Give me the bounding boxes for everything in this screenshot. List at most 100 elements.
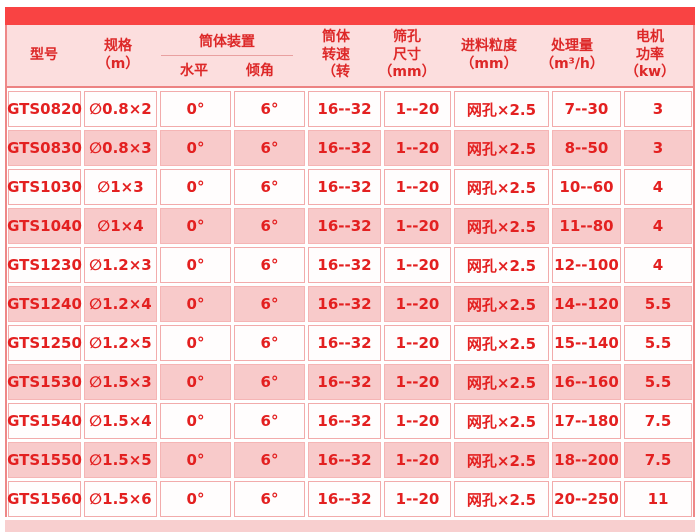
table-row: GTS1250 ∅1.2×5 0° 6° 16--32 1--20 网孔×2.5…	[7, 325, 692, 361]
cell-spec: ∅1.5×3	[84, 364, 157, 400]
cell-horizontal: 0°	[160, 286, 231, 322]
col-header-model: 型号	[30, 46, 58, 63]
col-header-feed-size: 进料粒度 （mm）	[460, 38, 518, 72]
cell-horizontal: 0°	[160, 208, 231, 244]
cell-model: GTS1530	[7, 364, 82, 400]
cell-feed-size: 网孔×2.5	[454, 325, 549, 361]
cell-capacity: 14--120	[552, 286, 621, 322]
cell-horizontal: 0°	[160, 325, 231, 361]
cell-capacity: 16--160	[552, 364, 621, 400]
cell-speed: 16--32	[308, 403, 381, 439]
table-row: GTS1040 ∅1×4 0° 6° 16--32 1--20 网孔×2.5 1…	[7, 208, 692, 244]
cell-speed: 16--32	[308, 169, 381, 205]
cell-power: 7.5	[624, 403, 692, 439]
table-row: GTS0820 ∅0.8×2 0° 6° 16--32 1--20 网孔×2.5…	[7, 91, 692, 127]
cell-hole-size: 1--20	[384, 442, 451, 478]
cell-hole-size: 1--20	[384, 130, 451, 166]
cell-incline: 6°	[234, 364, 305, 400]
cell-model: GTS1040	[7, 208, 82, 244]
cell-capacity: 20--250	[552, 481, 621, 517]
cell-model: GTS1240	[7, 286, 82, 322]
cell-hole-size: 1--20	[384, 286, 451, 322]
cell-incline: 6°	[234, 91, 305, 127]
cell-hole-size: 1--20	[384, 169, 451, 205]
col-header-speed: 筒体 转速 （转	[322, 29, 350, 81]
cell-model: GTS0830	[7, 130, 82, 166]
spec-table-panel: 型号 规格 （m） 筒体装置 水平 倾角 筒体 转速 （转 筛孔 尺寸 （mm）…	[5, 7, 695, 532]
cell-speed: 16--32	[308, 286, 381, 322]
col-header-horizontal: 水平	[180, 63, 208, 79]
cell-capacity: 11--80	[552, 208, 621, 244]
cell-capacity: 18--200	[552, 442, 621, 478]
cell-incline: 6°	[234, 208, 305, 244]
cell-feed-size: 网孔×2.5	[454, 481, 549, 517]
cell-speed: 16--32	[308, 91, 381, 127]
cell-incline: 6°	[234, 169, 305, 205]
cell-incline: 6°	[234, 325, 305, 361]
cell-feed-size: 网孔×2.5	[454, 91, 549, 127]
table-row: GTS1240 ∅1.2×4 0° 6° 16--32 1--20 网孔×2.5…	[7, 286, 692, 322]
cell-feed-size: 网孔×2.5	[454, 169, 549, 205]
cell-feed-size: 网孔×2.5	[454, 208, 549, 244]
cell-model: GTS1550	[7, 442, 82, 478]
cell-feed-size: 网孔×2.5	[454, 442, 549, 478]
cell-power: 7.5	[624, 442, 692, 478]
cell-feed-size: 网孔×2.5	[454, 130, 549, 166]
cell-hole-size: 1--20	[384, 364, 451, 400]
cell-model: GTS1540	[7, 403, 82, 439]
cell-incline: 6°	[234, 403, 305, 439]
drum-device-subheaders: 水平 倾角	[161, 56, 293, 80]
cell-incline: 6°	[234, 130, 305, 166]
cell-power: 4	[624, 169, 692, 205]
cell-speed: 16--32	[308, 481, 381, 517]
cell-capacity: 12--100	[552, 247, 621, 283]
cell-spec: ∅1.2×5	[84, 325, 157, 361]
table-row: GTS1030 ∅1×3 0° 6° 16--32 1--20 网孔×2.5 1…	[7, 169, 692, 205]
cell-model: GTS1560	[7, 481, 82, 517]
col-header-drum-device: 筒体装置	[161, 31, 293, 56]
cell-power: 11	[624, 481, 692, 517]
cell-speed: 16--32	[308, 208, 381, 244]
cell-model: GTS1250	[7, 325, 82, 361]
table-row: GTS1230 ∅1.2×3 0° 6° 16--32 1--20 网孔×2.5…	[7, 247, 692, 283]
cell-incline: 6°	[234, 481, 305, 517]
cell-spec: ∅1×3	[84, 169, 157, 205]
col-header-hole-size: 筛孔 尺寸 （mm）	[378, 29, 436, 81]
cell-capacity: 10--60	[552, 169, 621, 205]
cell-speed: 16--32	[308, 442, 381, 478]
cell-hole-size: 1--20	[384, 91, 451, 127]
cell-model: GTS0820	[7, 91, 82, 127]
cell-model: GTS1030	[7, 169, 82, 205]
col-header-capacity: 处理量 （m³/h）	[540, 38, 604, 72]
col-header-incline: 倾角	[246, 63, 274, 79]
cell-hole-size: 1--20	[384, 403, 451, 439]
table-row: GTS1560 ∅1.5×6 0° 6° 16--32 1--20 网孔×2.5…	[7, 481, 692, 517]
cell-horizontal: 0°	[160, 247, 231, 283]
cell-spec: ∅1×4	[84, 208, 157, 244]
table-row: GTS1550 ∅1.5×5 0° 6° 16--32 1--20 网孔×2.5…	[7, 442, 692, 478]
cell-hole-size: 1--20	[384, 481, 451, 517]
cell-capacity: 8--50	[552, 130, 621, 166]
cell-capacity: 15--140	[552, 325, 621, 361]
cell-horizontal: 0°	[160, 130, 231, 166]
cell-feed-size: 网孔×2.5	[454, 403, 549, 439]
cell-incline: 6°	[234, 286, 305, 322]
cell-model: GTS1230	[7, 247, 82, 283]
cell-hole-size: 1--20	[384, 325, 451, 361]
cell-horizontal: 0°	[160, 403, 231, 439]
cell-incline: 6°	[234, 247, 305, 283]
cell-spec: ∅1.2×4	[84, 286, 157, 322]
cell-spec: ∅0.8×2	[84, 91, 157, 127]
col-header-drum-device-group: 筒体装置 水平 倾角	[155, 25, 299, 86]
cell-capacity: 7--30	[552, 91, 621, 127]
table-row: GTS1530 ∅1.5×3 0° 6° 16--32 1--20 网孔×2.5…	[7, 364, 692, 400]
bottom-strip	[5, 520, 695, 532]
cell-horizontal: 0°	[160, 169, 231, 205]
cell-power: 4	[624, 208, 692, 244]
table-body: GTS0820 ∅0.8×2 0° 6° 16--32 1--20 网孔×2.5…	[7, 88, 693, 517]
cell-power: 5.5	[624, 286, 692, 322]
cell-spec: ∅1.5×5	[84, 442, 157, 478]
cell-spec: ∅1.5×4	[84, 403, 157, 439]
col-header-power: 电机 功率 （kw）	[624, 29, 676, 81]
cell-incline: 6°	[234, 442, 305, 478]
